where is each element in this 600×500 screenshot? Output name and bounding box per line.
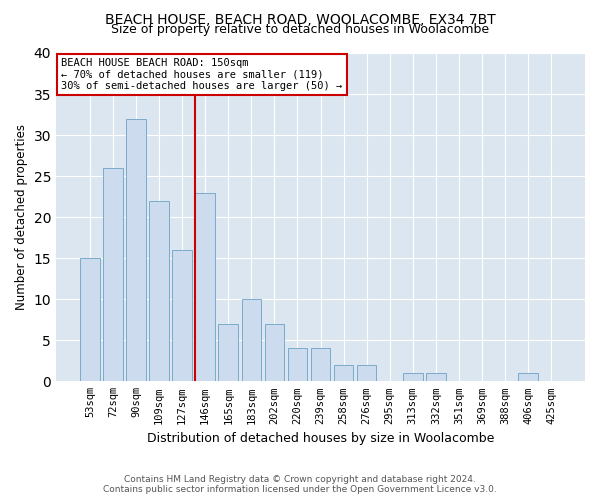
- Text: Size of property relative to detached houses in Woolacombe: Size of property relative to detached ho…: [111, 22, 489, 36]
- Bar: [426, 373, 446, 382]
- Bar: [287, 348, 307, 382]
- Bar: [126, 118, 146, 382]
- Bar: [403, 373, 422, 382]
- Bar: [311, 348, 331, 382]
- Y-axis label: Number of detached properties: Number of detached properties: [15, 124, 28, 310]
- Bar: [265, 324, 284, 382]
- Bar: [149, 200, 169, 382]
- X-axis label: Distribution of detached houses by size in Woolacombe: Distribution of detached houses by size …: [147, 432, 494, 445]
- Bar: [103, 168, 123, 382]
- Bar: [196, 192, 215, 382]
- Bar: [218, 324, 238, 382]
- Text: BEACH HOUSE BEACH ROAD: 150sqm
← 70% of detached houses are smaller (119)
30% of: BEACH HOUSE BEACH ROAD: 150sqm ← 70% of …: [61, 58, 343, 91]
- Bar: [80, 258, 100, 382]
- Text: BEACH HOUSE, BEACH ROAD, WOOLACOMBE, EX34 7BT: BEACH HOUSE, BEACH ROAD, WOOLACOMBE, EX3…: [104, 12, 496, 26]
- Bar: [357, 365, 376, 382]
- Bar: [242, 299, 261, 382]
- Text: Contains HM Land Registry data © Crown copyright and database right 2024.
Contai: Contains HM Land Registry data © Crown c…: [103, 474, 497, 494]
- Bar: [172, 250, 192, 382]
- Bar: [518, 373, 538, 382]
- Bar: [334, 365, 353, 382]
